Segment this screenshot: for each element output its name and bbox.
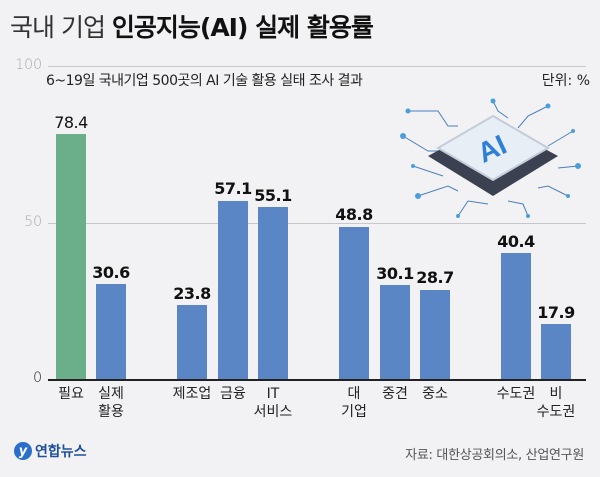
gridline-100: [48, 66, 586, 67]
title-light: 국내 기업: [10, 13, 106, 42]
value-label: 23.8: [173, 284, 211, 303]
y-tick-0: 0: [33, 370, 42, 386]
category-label: 금융: [220, 386, 246, 402]
category-label: 실제 활용: [98, 386, 124, 420]
value-label: 78.4: [54, 113, 88, 132]
bar-mid-size: [380, 285, 410, 380]
category-label: 중소: [422, 386, 448, 402]
category-label: 수도권: [496, 386, 536, 402]
bar-actual-use: [96, 284, 126, 380]
x-axis: [48, 379, 586, 381]
value-label: 48.8: [335, 205, 373, 224]
bar-small: [420, 290, 450, 380]
category-label: 비 수도권: [536, 386, 576, 420]
bar-it-service: [258, 207, 288, 380]
unit-label: 단위: %: [541, 73, 590, 89]
category-label: 제조업: [172, 386, 212, 402]
y-tick-50: 50: [24, 214, 42, 230]
logo-text: 연합뉴스: [35, 444, 87, 460]
value-label: 28.7: [416, 268, 454, 287]
yonhap-logo-icon: y: [14, 442, 32, 460]
value-label: 17.9: [537, 303, 575, 322]
source-note: 자료: 대한상공회의소, 산업연구원: [405, 448, 584, 463]
value-label: 40.4: [497, 232, 535, 251]
value-label: 30.1: [376, 264, 414, 283]
title-bold: 인공지능(AI) 실제 활용률: [111, 13, 374, 42]
bar-need: [56, 134, 86, 380]
bar-large-enterprise: [339, 227, 369, 380]
value-label: 30.6: [92, 263, 130, 282]
value-label: 55.1: [254, 186, 292, 205]
chart-subtitle: 6~19일 국내기업 500곳의 AI 기술 활용 실태 조사 결과: [46, 73, 363, 89]
bar-capital-area: [501, 253, 531, 380]
chart-title: 국내 기업 인공지능(AI) 실제 활용률: [10, 8, 374, 44]
ai-chip-icon: AI: [400, 98, 581, 218]
value-label: 57.1: [214, 179, 252, 198]
category-label: 중견: [382, 386, 408, 402]
yonhap-logo: y 연합뉴스: [14, 441, 87, 461]
category-label: 대 기업: [341, 386, 367, 420]
bar-finance: [218, 201, 248, 380]
category-label: 필요: [58, 386, 84, 402]
bar-non-capital: [541, 324, 571, 380]
y-tick-100: 100: [15, 57, 42, 73]
gridline-50: [48, 223, 586, 224]
category-label: IT 서비스: [253, 386, 293, 420]
bar-manufacturing: [177, 305, 207, 380]
